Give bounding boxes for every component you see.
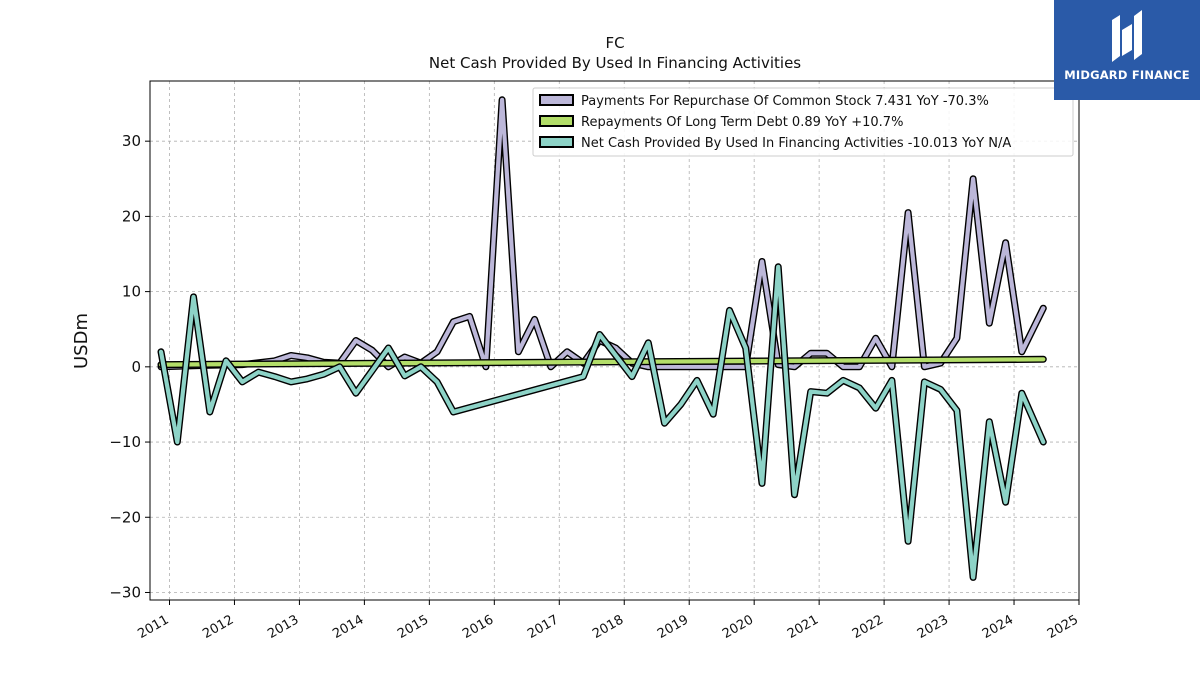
x-tick-label: 2019 bbox=[655, 612, 691, 642]
y-tick-label: 20 bbox=[122, 207, 141, 225]
legend: Payments For Repurchase Of Common Stock … bbox=[532, 87, 1074, 157]
y-axis-label: USDm bbox=[71, 313, 92, 369]
x-axis: 2011 2012 2013 2014 2015 2016 2017 2018 2019 2020… bbox=[135, 600, 1081, 642]
logo-mark-icon bbox=[1112, 10, 1142, 62]
x-tick-label: 2025 bbox=[1045, 612, 1081, 642]
legend-label-2: Repayments Of Long Term Debt 0.89 YoY +1… bbox=[581, 115, 903, 130]
y-tick-label: 10 bbox=[122, 283, 141, 301]
y-tick-label: −10 bbox=[109, 433, 141, 451]
chart-title: FC bbox=[605, 34, 624, 52]
x-tick-label: 2016 bbox=[460, 612, 496, 642]
legend-swatch-3 bbox=[539, 136, 574, 148]
x-tick-label: 2014 bbox=[330, 612, 366, 642]
y-tick-label: 0 bbox=[131, 358, 141, 376]
y-tick-label: −30 bbox=[109, 583, 141, 601]
x-tick-label: 2024 bbox=[980, 612, 1016, 642]
y-tick-label: 30 bbox=[122, 132, 141, 150]
logo-text: MIDGARD FINANCE bbox=[1064, 68, 1190, 82]
chart-subtitle: Net Cash Provided By Used In Financing A… bbox=[429, 54, 801, 72]
x-tick-label: 2023 bbox=[915, 612, 951, 642]
x-tick-label: 2022 bbox=[850, 612, 886, 642]
x-tick-label: 2021 bbox=[785, 612, 821, 642]
x-tick-label: 2011 bbox=[135, 612, 171, 642]
legend-box bbox=[532, 87, 1074, 157]
grid bbox=[150, 81, 1080, 600]
series-lines bbox=[157, 96, 1047, 581]
midgard-finance-logo: MIDGARD FINANCE bbox=[1054, 0, 1200, 100]
x-tick-label: 2017 bbox=[525, 612, 561, 642]
x-tick-label: 2018 bbox=[590, 612, 626, 642]
legend-swatch-2 bbox=[539, 115, 574, 127]
x-tick-label: 2015 bbox=[395, 612, 431, 642]
legend-swatch-1 bbox=[539, 94, 574, 106]
y-axis: −30 −20 −10 0 10 20 30 bbox=[109, 132, 150, 601]
legend-label-1: Payments For Repurchase Of Common Stock … bbox=[581, 94, 989, 109]
series-2-line bbox=[158, 357, 1046, 367]
plot-frame bbox=[149, 80, 1080, 601]
x-tick-label: 2013 bbox=[265, 612, 301, 642]
x-tick-label: 2012 bbox=[200, 612, 236, 642]
y-tick-label: −20 bbox=[109, 508, 141, 526]
series-3-line bbox=[158, 264, 1046, 580]
x-tick-label: 2020 bbox=[720, 612, 756, 642]
legend-label-3: Net Cash Provided By Used In Financing A… bbox=[581, 136, 1011, 151]
